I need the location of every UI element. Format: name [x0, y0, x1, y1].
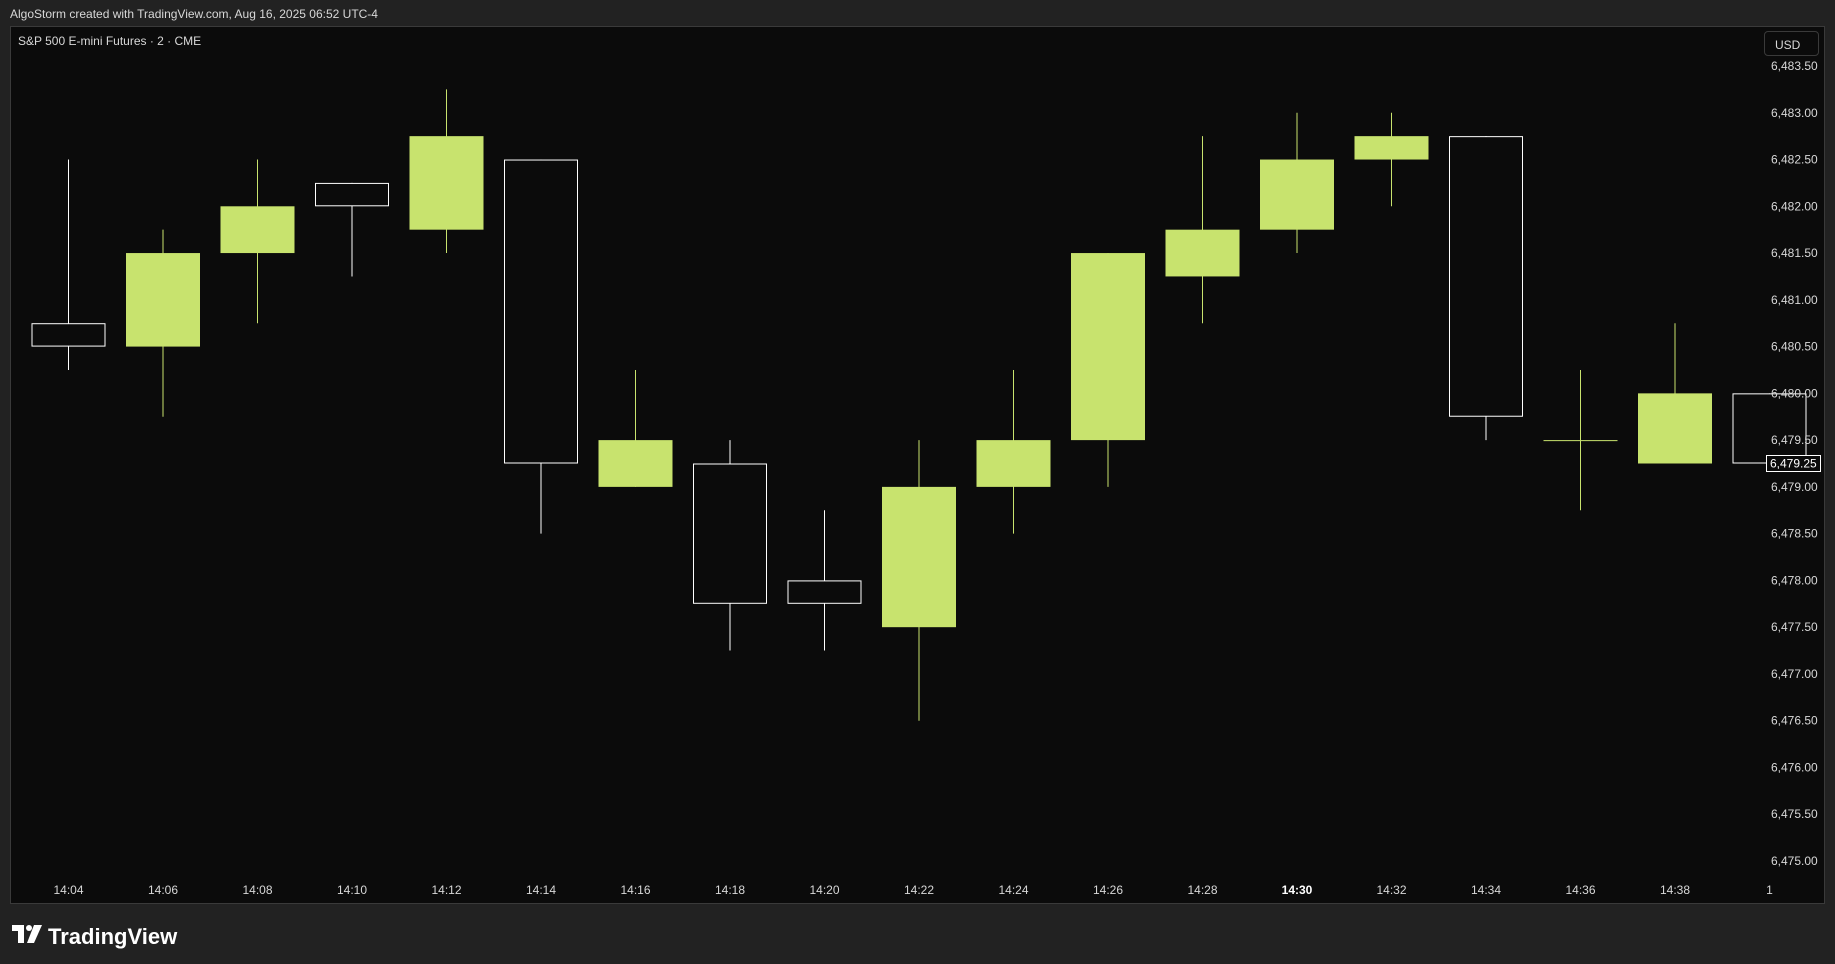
candle-body: [1543, 440, 1618, 442]
price-tick-label: 6,478.50: [1771, 527, 1818, 541]
candle-body: [1732, 393, 1807, 464]
price-tick-label: 6,478.00: [1771, 573, 1818, 587]
candle-1406: [220, 159, 295, 324]
candle-body: [220, 206, 295, 254]
symbol-title[interactable]: S&P 500 E-mini Futures · 2 · CME: [18, 34, 202, 48]
candle-body: [315, 182, 389, 207]
last-price-layer: 6,479.25: [1766, 455, 1821, 472]
time-tick-label: 14:12: [431, 883, 461, 897]
price-tick-label: 6,475.50: [1771, 807, 1818, 821]
price-tick-label: 6,483.50: [1771, 59, 1818, 73]
time-tick-label: 1: [1766, 883, 1773, 897]
time-tick-label: 14:22: [904, 883, 934, 897]
tradingview-logo-icon: [12, 925, 42, 949]
price-tick-label: 6,480.00: [1771, 386, 1818, 400]
last-price-badge: 6,479.25: [1766, 455, 1821, 472]
currency-button[interactable]: USD: [1764, 31, 1819, 56]
time-tick-label: 14:08: [242, 883, 272, 897]
candle-1404: [31, 159, 106, 370]
candle-body: [504, 159, 578, 464]
time-tick-label: 14:20: [809, 883, 839, 897]
candle-body: [693, 463, 767, 604]
candle-body: [882, 486, 956, 628]
price-tick-label: 6,476.00: [1771, 760, 1818, 774]
attribution-header: AlgoStorm created with TradingView.com, …: [10, 7, 378, 21]
candle-body: [1071, 253, 1145, 441]
candle-body: [1449, 136, 1523, 417]
price-tick-label: 6,483.00: [1771, 106, 1818, 120]
price-axis: 6,483.50 6,483.00 6,482.50 6,482.00 6,481.50…: [1771, 59, 1818, 868]
candle-1407: [315, 182, 389, 277]
candle-1416: [1165, 136, 1240, 324]
time-tick-label: 14:06: [148, 883, 178, 897]
candles-layer: [31, 89, 1807, 721]
time-tick-label: 14:30: [1282, 883, 1313, 897]
time-tick-label: 14:04: [53, 883, 83, 897]
candle-1413: [882, 440, 956, 721]
price-tick-label: 6,482.00: [1771, 199, 1818, 213]
candle-1411: [693, 440, 767, 651]
time-tick-label: 14:24: [998, 883, 1028, 897]
candle-1414: [976, 369, 1051, 534]
candle-body: [31, 323, 106, 347]
price-tick-label: 6,477.50: [1771, 620, 1818, 634]
candle-body: [598, 440, 673, 487]
candle-1408: [409, 89, 484, 254]
candle-1418: [1354, 112, 1429, 207]
candle-body: [1165, 229, 1240, 277]
price-tick-label: 6,476.50: [1771, 714, 1818, 728]
candle-body: [126, 253, 200, 347]
time-tick-label: 14:26: [1093, 883, 1123, 897]
candle-body: [1354, 136, 1429, 160]
time-axis: 14:04 14:06 14:08 14:10 14:12 14:14 14:16 14:18…: [53, 883, 1773, 897]
time-tick-label: 14:16: [620, 883, 650, 897]
price-tick-label: 6,481.50: [1771, 246, 1818, 260]
candle-1421: [1638, 323, 1712, 464]
price-tick-label: 6,477.00: [1771, 667, 1818, 681]
time-tick-label: 14:36: [1565, 883, 1595, 897]
candle-body: [1260, 159, 1334, 230]
price-tick-label: 6,481.00: [1771, 293, 1818, 307]
candle-body: [787, 580, 862, 604]
price-tick-label: 6,479.00: [1771, 480, 1818, 494]
candle-1412: [787, 510, 862, 651]
candle-1422: [1732, 393, 1807, 464]
candle-1409: [504, 159, 578, 534]
candle-body: [1638, 393, 1712, 464]
price-tick-label: 6,482.50: [1771, 153, 1818, 167]
time-tick-label: 14:32: [1376, 883, 1406, 897]
tradingview-brand[interactable]: TradingView: [12, 924, 177, 950]
candle-1415: [1071, 253, 1145, 487]
tradingview-wordmark: TradingView: [48, 924, 178, 949]
time-tick-label: 14:18: [715, 883, 745, 897]
candle-1410: [598, 369, 673, 487]
time-tick-label: 14:14: [526, 883, 556, 897]
price-tick-label: 6,475.00: [1771, 854, 1818, 868]
candle-1419: [1449, 136, 1523, 441]
time-tick-label: 14:34: [1471, 883, 1501, 897]
candle-body: [409, 136, 484, 230]
price-tick-label: 6,480.50: [1771, 340, 1818, 354]
time-tick-label: 14:10: [337, 883, 367, 897]
price-tick-label: 6,479.50: [1771, 433, 1818, 447]
candle-1405: [126, 229, 200, 417]
candle-1420: [1543, 369, 1618, 511]
time-tick-label: 14:38: [1660, 883, 1690, 897]
candle-body: [976, 440, 1051, 487]
candle-1417: [1260, 112, 1334, 254]
time-tick-label: 14:28: [1187, 883, 1217, 897]
last-price-label: 6,479.25: [1770, 457, 1817, 471]
